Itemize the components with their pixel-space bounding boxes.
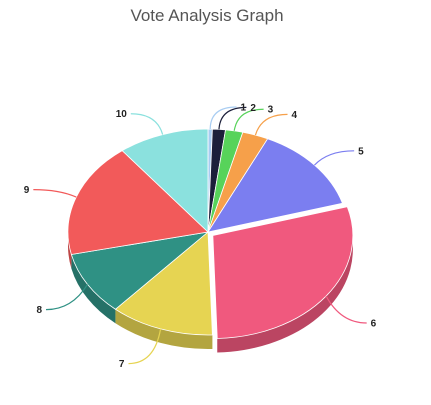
slice-6[interactable] — [212, 206, 354, 339]
leader-line-5 — [314, 150, 355, 166]
chart-title: Vote Analysis Graph — [130, 6, 283, 25]
slice-label-1: 1 — [240, 103, 246, 114]
slice-6-side — [217, 235, 353, 353]
leader-lines — [33, 106, 367, 365]
pie-sides — [68, 232, 353, 353]
leader-line-1 — [209, 106, 237, 130]
slice-9-side — [68, 232, 72, 269]
slice-label-3: 3 — [268, 105, 274, 116]
slice-labels: 1 2 3 4 5 6 7 8 9 10 — [24, 103, 377, 371]
slice-label-5: 5 — [358, 146, 364, 157]
leader-line-4 — [254, 113, 288, 136]
slice-8-side — [71, 254, 116, 324]
leader-line-8 — [46, 284, 89, 311]
leader-line-9 — [33, 189, 77, 198]
leader-line-10 — [130, 113, 164, 135]
slice-label-10: 10 — [116, 109, 128, 120]
slice-7[interactable] — [114, 231, 213, 336]
leader-line-7 — [128, 328, 162, 365]
slice-5[interactable] — [207, 138, 343, 233]
slice-label-6: 6 — [371, 318, 377, 329]
slice-label-7: 7 — [119, 359, 125, 370]
slice-label-9: 9 — [24, 185, 30, 196]
slice-9[interactable] — [67, 150, 209, 255]
slice-label-4: 4 — [292, 110, 298, 121]
slice-8[interactable] — [70, 231, 210, 310]
slice-label-8: 8 — [36, 305, 42, 316]
leader-line-3 — [233, 108, 264, 131]
slice-label-2: 2 — [250, 103, 256, 114]
leader-line-6 — [325, 295, 367, 324]
leader-line-2 — [218, 106, 247, 130]
slice-7-side — [115, 309, 213, 349]
pie-slices — [67, 128, 354, 339]
